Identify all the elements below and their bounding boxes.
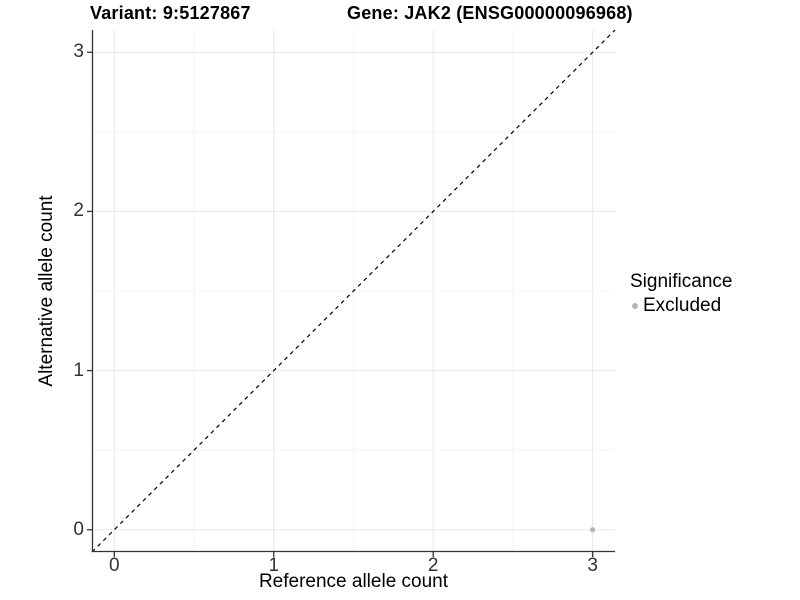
gene-title: Gene: JAK2 (ENSG00000096968) [347, 3, 633, 23]
chart-canvas [87, 29, 616, 557]
y-tick-label: 0 [73, 518, 84, 540]
y-axis-title: Alternative allele count [36, 195, 57, 387]
x-axis-title: Reference allele count [258, 571, 449, 592]
plot-title: Variant: 9:5127867 Gene: JAK2 (ENSG00000… [0, 3, 800, 27]
x-tick-label: 1 [268, 555, 280, 576]
x-tick-label: 0 [109, 555, 120, 576]
plot-panel: 0 1 2 3 0 1 2 3 [73, 29, 616, 575]
legend: Significance Excluded [628, 271, 798, 317]
legend-title: Significance [630, 271, 733, 292]
y-tick-label: 3 [73, 41, 84, 63]
x-tick-label: 2 [427, 555, 439, 576]
data-point [590, 527, 596, 533]
identity-reference-line [91, 29, 616, 553]
variant-title: Variant: 9:5127867 [90, 3, 251, 23]
x-tick-label: 3 [587, 555, 598, 576]
legend-item-excluded: Excluded [628, 295, 798, 317]
legend-item-label: Excluded [643, 295, 722, 316]
circle-marker-icon [632, 303, 638, 309]
y-tick-label: 1 [73, 359, 84, 381]
y-tick-label: 2 [73, 200, 84, 222]
